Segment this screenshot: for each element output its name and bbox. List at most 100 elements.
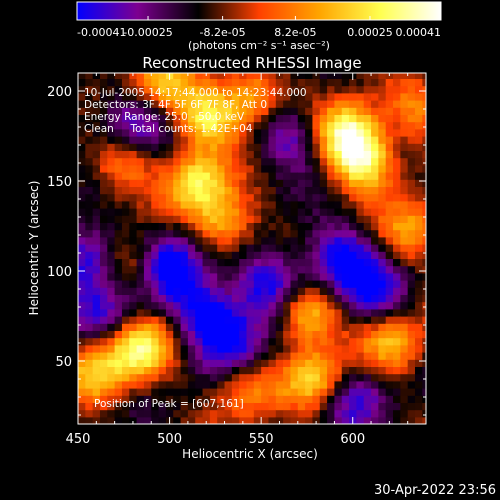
heatmap-cell	[158, 402, 167, 411]
heatmap-cell	[151, 258, 160, 267]
heatmap-cell	[165, 272, 174, 281]
heatmap-cell	[231, 402, 240, 411]
heatmap-cell	[246, 128, 255, 137]
heatmap-cell	[224, 352, 233, 360]
heatmap-cell	[422, 193, 426, 202]
heatmap-cell	[422, 200, 426, 209]
heatmap-cell	[224, 258, 233, 267]
heatmap-cell	[173, 236, 182, 245]
heatmap-cell	[371, 337, 379, 346]
heatmap-cell	[327, 157, 336, 166]
heatmap-cell	[143, 100, 152, 108]
heatmap-cell	[173, 265, 182, 274]
heatmap-cell	[349, 251, 357, 259]
heatmap-cell	[99, 330, 108, 339]
heatmap-cell	[217, 265, 226, 274]
heatmap-cell	[78, 136, 86, 144]
heatmap-cell	[253, 164, 262, 173]
heatmap-cell	[400, 337, 409, 346]
heatmap-cell	[151, 380, 160, 389]
heatmap-cell	[121, 172, 130, 180]
heatmap-cell	[385, 402, 394, 411]
heatmap-cell	[268, 280, 277, 288]
heatmap-cell	[143, 316, 152, 324]
heatmap-cell	[312, 157, 321, 166]
heatmap-cell	[415, 128, 423, 137]
heatmap-cell	[349, 287, 357, 295]
heatmap-cell	[173, 352, 182, 360]
heatmap-cell	[121, 128, 130, 137]
heatmap-cell	[253, 265, 262, 274]
heatmap-cell	[78, 244, 86, 252]
heatmap-cell	[312, 150, 321, 159]
heatmap-cell	[371, 366, 379, 375]
heatmap-cell	[297, 251, 306, 259]
heatmap-cell	[202, 388, 211, 396]
heatmap-cell	[385, 193, 394, 202]
heatmap-cell	[319, 200, 328, 209]
heatmap-cell	[202, 164, 211, 173]
heatmap-cell	[99, 150, 108, 159]
heatmap-cell	[393, 229, 401, 238]
heatmap-cell	[349, 366, 357, 375]
heatmap-cell	[158, 193, 167, 202]
heatmap-cell	[305, 150, 314, 159]
heatmap-cell	[129, 308, 138, 317]
heatmap-cell	[422, 215, 426, 223]
heatmap-cell	[151, 114, 160, 123]
heatmap-cell	[173, 92, 182, 101]
heatmap-cell	[334, 186, 343, 195]
heatmap-cell	[400, 73, 409, 79]
heatmap-cell	[297, 114, 306, 123]
heatmap-cell	[393, 92, 401, 101]
heatmap-cell	[143, 330, 152, 339]
heatmap-cell	[224, 114, 233, 123]
heatmap-cell	[275, 107, 284, 115]
heatmap-cell	[385, 265, 394, 274]
heatmap-cell	[202, 344, 211, 353]
heatmap-cell	[363, 193, 372, 202]
heatmap-cell	[275, 308, 284, 317]
heatmap-cell	[334, 388, 343, 396]
heatmap-cell	[158, 395, 167, 403]
heatmap-cell	[107, 107, 116, 115]
heatmap-cell	[283, 128, 292, 137]
heatmap-cell	[378, 373, 387, 382]
heatmap-cell	[92, 258, 101, 267]
heatmap-cell	[253, 107, 262, 115]
heatmap-cell	[356, 287, 365, 295]
heatmap-cell	[422, 236, 426, 245]
heatmap-cell	[283, 287, 292, 295]
heatmap-cell	[231, 395, 240, 403]
heatmap-cell	[209, 172, 218, 180]
heatmap-cell	[202, 85, 211, 94]
heatmap-cell	[334, 244, 343, 252]
heatmap-cell	[341, 416, 350, 424]
heatmap-cell	[217, 222, 226, 231]
heatmap-cell	[231, 280, 240, 288]
heatmap-cell	[356, 265, 365, 274]
heatmap-cell	[239, 366, 248, 375]
heatmap-cell	[99, 308, 108, 317]
heatmap-cell	[209, 236, 218, 245]
heatmap-cell	[246, 222, 255, 231]
heatmap-cell	[165, 330, 174, 339]
heatmap-cell	[415, 136, 423, 144]
heatmap-cell	[187, 280, 196, 288]
heatmap-cell	[312, 373, 321, 382]
heatmap-cell	[239, 179, 248, 187]
heatmap-cell	[195, 215, 204, 223]
heatmap-cell	[143, 179, 152, 187]
heatmap-cell	[180, 244, 189, 252]
heatmap-cell	[129, 186, 138, 195]
heatmap-cell	[195, 179, 204, 187]
heatmap-cell	[180, 352, 189, 360]
heatmap-cell	[305, 244, 314, 252]
heatmap-cell	[393, 323, 401, 331]
heatmap-cell	[290, 85, 299, 94]
heatmap-cell	[378, 157, 387, 166]
heatmap-cell	[378, 172, 387, 180]
heatmap-cell	[151, 236, 160, 245]
heatmap-cell	[400, 388, 409, 396]
heatmap-cell	[143, 301, 152, 310]
